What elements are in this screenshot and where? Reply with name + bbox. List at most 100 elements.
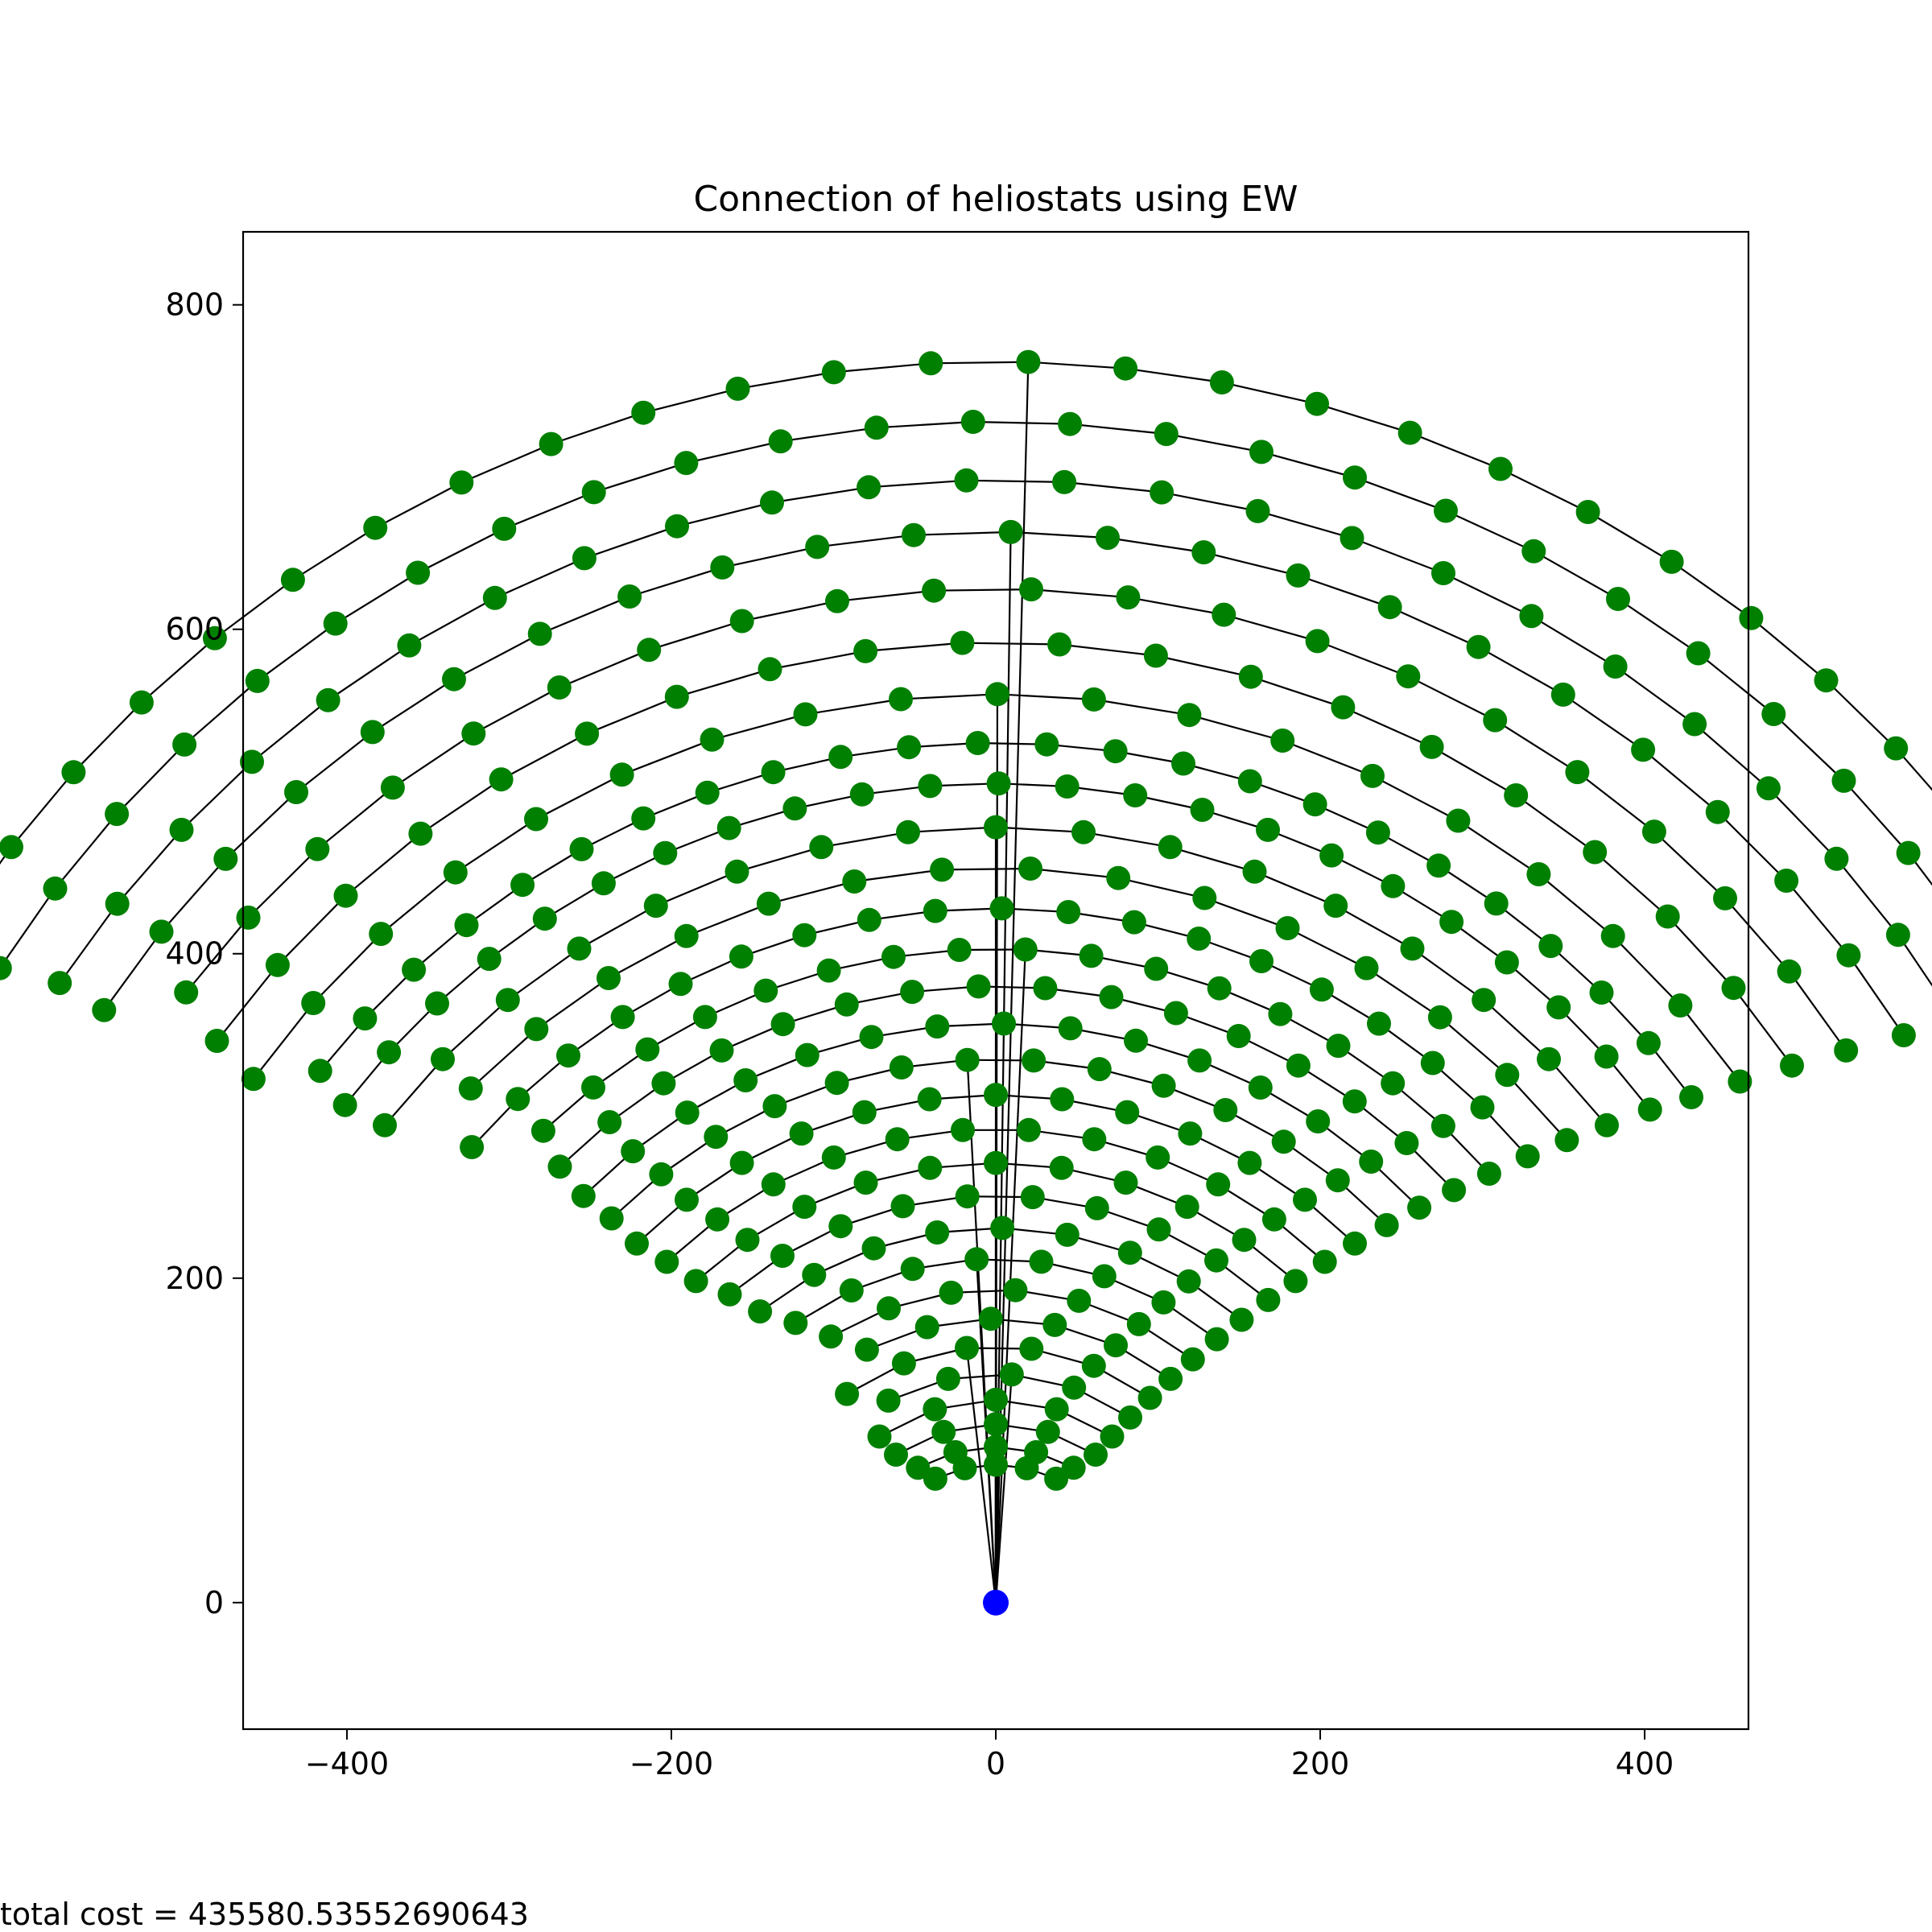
heliostat-point [1312, 1249, 1337, 1274]
heliostat-point [524, 807, 548, 832]
heliostat-point [1033, 976, 1058, 1001]
heliostat-point [1575, 500, 1600, 524]
heliostat-point [1668, 993, 1693, 1018]
heliostat-point [442, 667, 466, 691]
heliostat-point [861, 1236, 886, 1261]
heliostat-point [581, 480, 606, 505]
heliostat-point [1434, 498, 1458, 523]
heliostat-point [1151, 1290, 1176, 1315]
heliostat-point [105, 891, 130, 916]
heliostat-point [204, 1029, 229, 1053]
heliostat-point [984, 1435, 1008, 1459]
heliostat-point [793, 702, 818, 727]
heliostat-point [1020, 1185, 1045, 1210]
heliostat-point [853, 638, 878, 663]
heliostat-point [952, 1455, 977, 1480]
edge-chain [216, 642, 963, 1042]
heliostat-point [1641, 819, 1666, 844]
heliostat-point [1293, 1187, 1317, 1212]
heliostat-point [105, 802, 130, 827]
heliostat-point [885, 1127, 910, 1152]
heliostat-point [1055, 1222, 1080, 1247]
heliostat-point [1777, 959, 1802, 984]
heliostat-point [1713, 886, 1737, 910]
heliostat-point [1178, 1121, 1203, 1146]
heliostat-point [1306, 1109, 1331, 1133]
heliostat-point [489, 767, 514, 792]
heliostat-point [900, 980, 925, 1005]
heliostat-point [884, 1443, 908, 1467]
heliostat-point [954, 468, 979, 493]
heliostat-point [1728, 1069, 1752, 1094]
heliostat-point [1546, 995, 1571, 1020]
heliostat-point [1268, 1001, 1293, 1026]
heliostat-point [1058, 1016, 1083, 1041]
heliostat-point [1042, 1312, 1067, 1337]
edge-chain [59, 479, 967, 984]
heliostat-point [1115, 1100, 1140, 1125]
heliostat-point [373, 1113, 397, 1137]
heliostat-point [651, 1071, 676, 1096]
heliostat-point [1884, 736, 1909, 761]
heliostat-point [1237, 769, 1262, 794]
heliostat-point [1515, 1144, 1540, 1169]
heliostat-point [1019, 577, 1043, 602]
heliostat-point [1100, 1424, 1125, 1449]
heliostat-point [821, 1145, 846, 1170]
heliostat-point [241, 1067, 266, 1092]
heliostat-point [789, 1121, 814, 1146]
heliostat-point [1537, 1046, 1561, 1071]
heliostat-point [1242, 859, 1267, 884]
heliostat-point [819, 1324, 844, 1349]
heliostat-point [1013, 937, 1038, 962]
heliostat-point [61, 760, 86, 785]
heliostat-layer [0, 349, 1921, 1616]
heliostat-point [692, 1005, 717, 1030]
heliostat-point [1319, 843, 1344, 868]
heliostat-point [1016, 349, 1041, 374]
heliostat-point [1824, 846, 1849, 871]
heliostat-point [1495, 1063, 1520, 1088]
x-tick-label: −400 [305, 1746, 389, 1781]
heliostat-point [1407, 1195, 1432, 1220]
heliostat-point [828, 1214, 853, 1239]
heliostat-point [1426, 853, 1451, 878]
heliostat-point [0, 956, 12, 980]
heliostat-point [729, 1150, 754, 1175]
heliostat-point [1163, 1001, 1188, 1026]
heliostat-point [353, 1006, 378, 1031]
heliostat-point [1121, 910, 1146, 935]
heliostat-point [990, 1216, 1015, 1241]
heliostat-point [174, 980, 199, 1005]
heliostat-point [1679, 1085, 1703, 1109]
heliostat-point [960, 410, 985, 434]
heliostat-point [675, 1187, 699, 1212]
heliostat-point [753, 978, 778, 1003]
heliostat-point [1400, 936, 1425, 961]
heliostat-point [1686, 641, 1711, 666]
heliostat-point [710, 555, 735, 580]
heliostat-point [1056, 900, 1081, 924]
heliostat-point [1885, 923, 1910, 947]
y-tick-label: 400 [165, 936, 224, 972]
heliostat-point [172, 732, 197, 757]
heliostat-point [889, 687, 913, 712]
heliostat-point [363, 515, 388, 540]
heliostat-point [1442, 1178, 1467, 1203]
heliostat-point [1035, 1419, 1060, 1444]
heliostat-point [919, 351, 943, 376]
heliostat-point [1034, 732, 1059, 757]
heliostat-point [1245, 498, 1270, 523]
heliostat-point [867, 1424, 892, 1449]
heliostat-point [1017, 1117, 1041, 1142]
heliostat-point [675, 1100, 700, 1125]
heliostat-point [849, 782, 874, 807]
heliostat-point [406, 560, 431, 585]
heliostat-point [825, 588, 849, 613]
heliostat-point [609, 762, 634, 787]
heliostat-point [1019, 1336, 1044, 1361]
heliostat-point [1342, 1089, 1367, 1114]
heliostat-point [1365, 820, 1390, 845]
heliostat-point [1286, 1053, 1311, 1078]
